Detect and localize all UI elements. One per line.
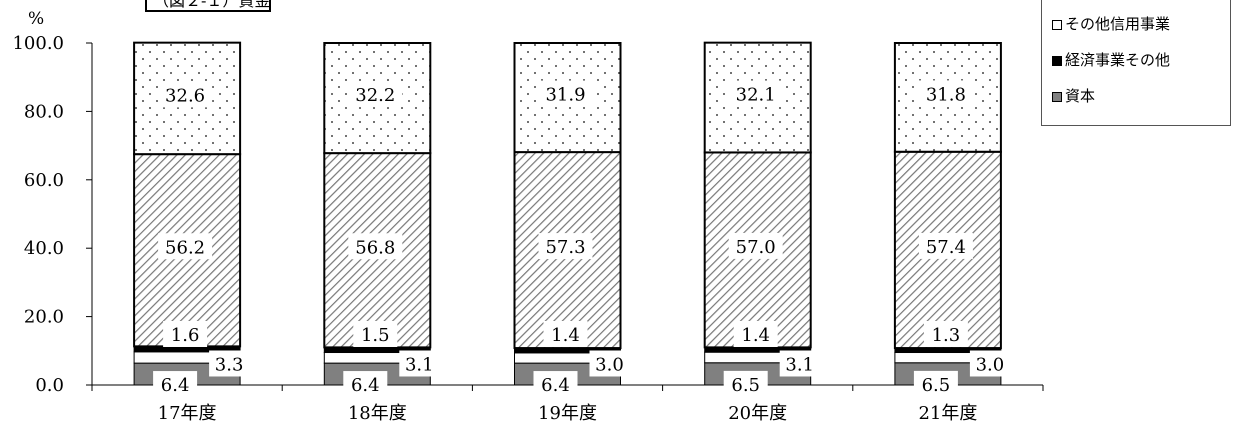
black-square-icon <box>1052 56 1062 66</box>
y-tick-label: 40.0 <box>24 238 64 259</box>
data-label-capital-bg <box>153 371 198 398</box>
data-label-economic-other-bg <box>353 321 398 347</box>
legend-item-economic-other: 経済事業その他 <box>1052 49 1170 70</box>
data-label-segment-4: 57.3 <box>545 237 585 258</box>
data-label-other-credit: 32.6 <box>165 85 205 106</box>
data-label-segment-2: 3.1 <box>405 354 434 375</box>
legend-label-other-credit: その他信用事業 <box>1065 15 1171 33</box>
data-label-other-credit: 31.9 <box>545 85 585 106</box>
gray-square-icon <box>1052 92 1062 102</box>
data-label-segment-4-bg <box>728 232 783 259</box>
y-tick-label: 0.0 <box>35 375 64 396</box>
data-label-capital-bg <box>533 371 578 398</box>
y-tick-label: 60.0 <box>24 170 64 191</box>
legend: その他信用事業 経済事業その他 資本 <box>1041 0 1231 126</box>
legend-item-capital: 資本 <box>1052 85 1095 106</box>
y-tick-label: 80.0 <box>24 101 64 122</box>
data-label-segment-4: 56.2 <box>165 237 205 258</box>
y-tick-label: 20.0 <box>24 307 64 328</box>
data-label-segment-2: 3.3 <box>215 354 244 375</box>
data-label-economic-other: 1.6 <box>171 325 200 346</box>
data-label-capital-bg <box>913 370 958 397</box>
data-label-segment-4-bg <box>538 233 593 260</box>
data-label-segment-2: 3.0 <box>595 354 624 375</box>
data-label-capital-bg <box>343 371 388 398</box>
legend-item-other-credit: その他信用事業 <box>1052 13 1170 34</box>
data-label-segment-2: 3.0 <box>976 354 1005 375</box>
data-label-capital-bg <box>723 370 768 397</box>
data-label-economic-other-bg <box>543 321 588 347</box>
data-label-capital: 6.4 <box>541 375 570 396</box>
data-label-other-credit-bg <box>918 80 973 107</box>
data-label-segment-4: 56.8 <box>355 237 395 258</box>
data-label-other-credit-bg <box>728 80 783 107</box>
data-label-segment-2-bg <box>209 350 250 377</box>
y-axis-unit-label: % <box>28 9 44 29</box>
data-label-capital: 6.4 <box>161 375 190 396</box>
chart-title: （図２‐１）資金調達構成比 <box>145 0 271 12</box>
data-label-economic-other-bg <box>923 321 968 347</box>
data-label-capital: 6.4 <box>351 375 380 396</box>
data-label-segment-2-bg <box>969 350 1010 377</box>
x-tick-label: 19年度 <box>538 403 597 424</box>
data-label-other-credit-bg <box>348 81 403 108</box>
data-label-segment-4: 57.0 <box>736 237 776 258</box>
data-label-economic-other-bg <box>163 321 208 347</box>
data-label-economic-other: 1.4 <box>551 325 580 346</box>
data-label-economic-other-bg <box>733 321 778 347</box>
data-label-economic-other: 1.4 <box>741 325 770 346</box>
x-tick-label: 20年度 <box>728 403 787 424</box>
y-tick-label: 100.0 <box>12 33 64 54</box>
data-label-other-credit: 32.2 <box>355 85 395 106</box>
x-tick-label: 18年度 <box>348 403 407 424</box>
data-label-segment-4-bg <box>348 233 403 260</box>
data-label-capital: 6.5 <box>731 375 760 396</box>
data-label-other-credit-bg <box>158 81 213 108</box>
data-label-other-credit: 32.1 <box>736 85 776 106</box>
x-tick-label: 17年度 <box>158 403 217 424</box>
legend-label-capital: 資本 <box>1065 87 1096 105</box>
data-label-segment-2: 3.1 <box>785 354 814 375</box>
data-label-economic-other: 1.5 <box>361 325 390 346</box>
data-label-segment-2-bg <box>589 350 630 377</box>
data-label-segment-4: 57.4 <box>926 237 966 258</box>
chart-title-text: （図２‐１）資金調達構成比 <box>153 0 271 10</box>
white-square-icon <box>1052 20 1062 30</box>
x-tick-label: 21年度 <box>918 403 977 424</box>
data-label-economic-other: 1.3 <box>932 325 961 346</box>
data-label-other-credit-bg <box>538 80 593 107</box>
data-label-segment-4-bg <box>918 232 973 259</box>
data-label-segment-2-bg <box>779 350 820 377</box>
data-label-segment-4-bg <box>158 233 213 260</box>
data-label-other-credit: 31.8 <box>926 84 966 105</box>
data-label-capital: 6.5 <box>922 375 951 396</box>
legend-label-economic-other: 経済事業その他 <box>1065 51 1171 69</box>
data-label-segment-2-bg <box>399 350 440 377</box>
